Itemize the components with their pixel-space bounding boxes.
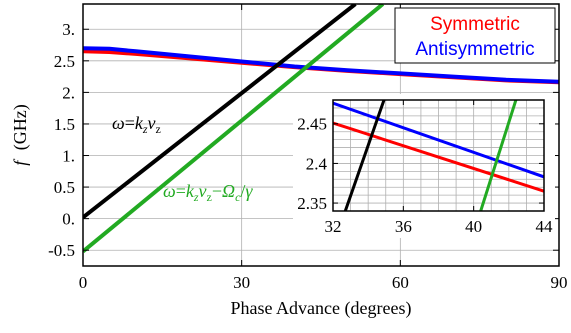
annotation-light-line: ω=kzvz: [112, 113, 161, 136]
inset-y-tick-label: 2.4: [306, 154, 328, 173]
main-ticks: 0 30 60 90 -0.5 0. 0.5 1. 1.5 2. 2.5 3.: [48, 4, 568, 292]
main-series-line-2: [83, 4, 357, 219]
inset-x-tick-label: 36: [395, 217, 412, 236]
annotation-cyclotron-line: ω=kzvz−Ωc/γ: [163, 181, 253, 204]
main-plot-frame: [82, 3, 560, 267]
main-y-tick-label: 0.5: [54, 178, 75, 197]
x-axis-label: Phase Advance (degrees): [231, 298, 412, 319]
inset-series-group: [333, 100, 544, 211]
main-x-tick-label: 30: [233, 273, 250, 292]
inset-series-line-2: [343, 100, 386, 211]
main-y-tick-label: 2.: [62, 83, 75, 102]
main-y-tick-label: 3.: [62, 20, 75, 39]
inset-x-tick-label: 44: [536, 217, 554, 236]
y-axis-label-symbol: f: [10, 158, 30, 166]
main-x-tick-label: 60: [392, 273, 409, 292]
y-axis-label: f (GHz): [10, 104, 31, 166]
main-series-line-3: [83, 4, 385, 254]
inset-series-line-0: [333, 121, 544, 193]
svg-text:f (GHz): f (GHz): [10, 104, 31, 166]
main-y-tick-label: 1.: [62, 146, 75, 165]
main-x-tick-label: 90: [551, 273, 568, 292]
inset-chart: 32 36 40 44 2.35 2.4 2.45: [293, 94, 555, 238]
legend: Symmetric Antisymmetric: [394, 7, 556, 64]
main-y-tick-label: 0.: [62, 210, 75, 229]
main-y-tick-label: -0.5: [48, 241, 75, 260]
inset-x-tick-label: 32: [325, 217, 342, 236]
main-x-tick-label: 0: [79, 273, 88, 292]
legend-box: [394, 7, 556, 64]
inset-ticks: 32 36 40 44 2.35 2.4 2.45: [297, 100, 553, 236]
inset-plot-frame: [332, 99, 545, 212]
legend-entry-symmetric: Symmetric: [430, 14, 520, 35]
inset-x-tick-label: 40: [465, 217, 482, 236]
main-y-tick-label: 1.5: [54, 115, 75, 134]
main-series-line-1: [83, 46, 559, 84]
inset-y-tick-label: 2.35: [297, 194, 327, 213]
inset-series-line-3: [479, 100, 518, 211]
y-axis-label-unit: (GHz): [10, 104, 31, 150]
legend-entry-antisymmetric: Antisymmetric: [415, 39, 534, 60]
inset-y-tick-label: 2.45: [297, 115, 327, 134]
inset-series-line-1: [333, 101, 544, 179]
main-y-tick-label: 2.5: [54, 52, 75, 71]
main-series-group: [83, 4, 559, 254]
